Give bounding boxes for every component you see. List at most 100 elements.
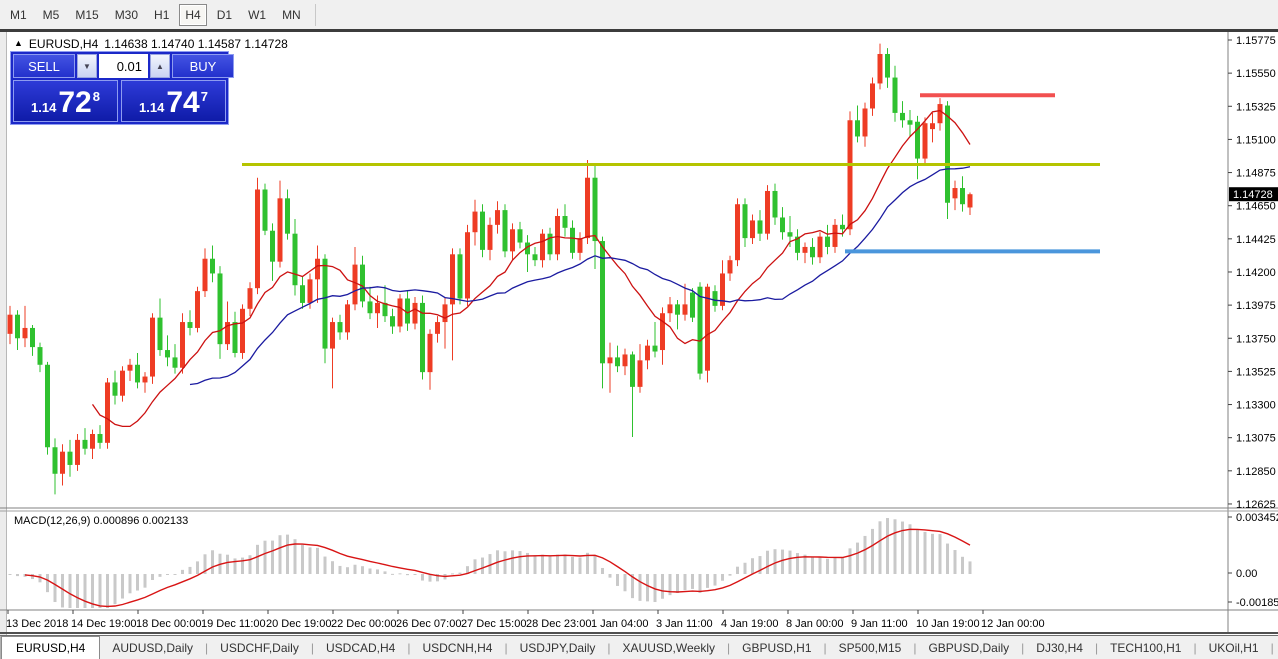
horizontal-lines-layer[interactable] bbox=[242, 93, 1100, 254]
svg-text:1.13525: 1.13525 bbox=[1236, 366, 1276, 378]
svg-text:27 Dec 15:00: 27 Dec 15:00 bbox=[461, 618, 526, 630]
svg-text:9 Jan 11:00: 9 Jan 11:00 bbox=[851, 618, 908, 630]
tab-separator: | bbox=[727, 640, 731, 655]
candles-layer bbox=[7, 43, 973, 495]
sell-price-main: 72 bbox=[58, 86, 92, 119]
timeframe-button-w1[interactable]: W1 bbox=[248, 7, 267, 22]
tab-separator: | bbox=[1270, 640, 1274, 655]
tab-separator: | bbox=[1193, 640, 1197, 655]
chart-tab-usdcad-h4[interactable]: USDCAD,H4 bbox=[325, 640, 396, 655]
chart-tab-u[interactable]: U bbox=[1274, 636, 1278, 659]
svg-text:0.003452: 0.003452 bbox=[1236, 512, 1278, 524]
svg-text:1.14200: 1.14200 bbox=[1236, 267, 1276, 279]
svg-text:18 Dec 00:00: 18 Dec 00:00 bbox=[136, 618, 201, 630]
tab-separator: | bbox=[913, 640, 917, 655]
svg-text:8 Jan 00:00: 8 Jan 00:00 bbox=[786, 618, 844, 630]
timeframe-button-d1[interactable]: D1 bbox=[216, 7, 233, 22]
buy-button[interactable]: BUY bbox=[172, 54, 234, 78]
svg-text:10 Jan 19:00: 10 Jan 19:00 bbox=[916, 618, 980, 630]
svg-text:14 Dec 19:00: 14 Dec 19:00 bbox=[71, 618, 136, 630]
svg-text:1.14875: 1.14875 bbox=[1236, 168, 1276, 180]
chart-tab-audusd-daily[interactable]: AUDUSD,Daily bbox=[112, 640, 194, 655]
svg-text:19 Dec 11:00: 19 Dec 11:00 bbox=[201, 618, 266, 630]
chart-tab-xauusd-weekly[interactable]: XAUUSD,Weekly bbox=[622, 640, 716, 655]
tab-separator: | bbox=[310, 640, 314, 655]
tab-separator: | bbox=[205, 640, 209, 655]
moving-averages-layer bbox=[91, 109, 971, 428]
svg-text:22 Dec 00:00: 22 Dec 00:00 bbox=[331, 618, 396, 630]
toolbar-group-separator bbox=[314, 3, 316, 26]
timeframe-button-m1[interactable]: M1 bbox=[10, 7, 27, 22]
symbol-tab-bar: EURUSD,H4 AUDUSD,Daily | USDCHF,Daily | USDCA… bbox=[0, 635, 1278, 659]
svg-text:3 Jan 11:00: 3 Jan 11:00 bbox=[656, 618, 713, 630]
sell-price-prefix: 1.14 bbox=[31, 100, 57, 115]
buy-quote-tile[interactable]: 1.14 74 7 bbox=[121, 80, 226, 122]
svg-text:1.14425: 1.14425 bbox=[1236, 234, 1276, 246]
svg-text:1.13075: 1.13075 bbox=[1236, 433, 1276, 445]
svg-text:1.15550: 1.15550 bbox=[1236, 68, 1276, 80]
lot-size-input[interactable] bbox=[99, 54, 148, 78]
svg-text:20 Dec 19:00: 20 Dec 19:00 bbox=[266, 618, 331, 630]
tab-bar-left-spacer bbox=[0, 636, 1, 659]
svg-text:1.15100: 1.15100 bbox=[1236, 134, 1276, 146]
panel-collapse-icon[interactable]: ▲ bbox=[14, 38, 23, 48]
svg-text:28 Dec 23:00: 28 Dec 23:00 bbox=[526, 618, 591, 630]
svg-text:12 Jan 00:00: 12 Jan 00:00 bbox=[981, 618, 1045, 630]
svg-text:1.13300: 1.13300 bbox=[1236, 400, 1276, 412]
tab-separator: | bbox=[407, 640, 411, 655]
svg-text:1.13750: 1.13750 bbox=[1236, 333, 1276, 345]
svg-text:1 Jan 04:00: 1 Jan 04:00 bbox=[591, 618, 649, 630]
tab-separator: | bbox=[607, 640, 611, 655]
svg-text:1.14650: 1.14650 bbox=[1236, 201, 1276, 213]
sell-price-pip: 8 bbox=[92, 89, 100, 104]
sell-quote-tile[interactable]: 1.14 72 8 bbox=[13, 80, 118, 122]
lot-increase-button[interactable]: ▲ bbox=[150, 54, 170, 78]
timeframe-button-m15[interactable]: M15 bbox=[75, 7, 99, 22]
chart-ohlc-values: 1.14638 1.14740 1.14587 1.14728 bbox=[104, 37, 288, 51]
svg-text:0.00: 0.00 bbox=[1236, 568, 1257, 580]
timeframe-button-h4[interactable]: H4 bbox=[179, 3, 207, 26]
chart-tab-usdjpy-daily[interactable]: USDJPY,Daily bbox=[519, 640, 596, 655]
lot-decrease-button[interactable]: ▼ bbox=[77, 54, 97, 78]
buy-price-pip: 7 bbox=[200, 89, 208, 104]
svg-text:1.15325: 1.15325 bbox=[1236, 101, 1276, 113]
svg-text:1.14728: 1.14728 bbox=[1233, 189, 1273, 201]
chart-tab-usdchf-daily[interactable]: USDCHF,Daily bbox=[220, 640, 299, 655]
svg-text:1.12625: 1.12625 bbox=[1236, 499, 1276, 511]
chart-tab-dj30-h4[interactable]: DJ30,H4 bbox=[1036, 640, 1083, 655]
macd-indicator-layer: MACD(12,26,9) 0.000896 0.002133 0.003452 0… bbox=[8, 512, 1278, 609]
svg-text:26 Dec 07:00: 26 Dec 07:00 bbox=[396, 618, 461, 630]
window-left-edge bbox=[0, 32, 7, 635]
timeframe-button-mn[interactable]: MN bbox=[282, 7, 301, 22]
timeframe-button-m5[interactable]: M5 bbox=[42, 7, 60, 22]
chart-tab-usdcnh-h4[interactable]: USDCNH,H4 bbox=[422, 640, 493, 655]
chart-tab-ukoil-h1[interactable]: UKOil,H1 bbox=[1208, 640, 1259, 655]
timeframe-toolbar: M1 M5 M15 M30 H1 H4 D1 W1 MN bbox=[0, 0, 1278, 29]
chart-tab-tech100-h1[interactable]: TECH100,H1 bbox=[1110, 640, 1182, 655]
chart-tab-sp500-m15[interactable]: SP500,M15 bbox=[838, 640, 902, 655]
timeframe-button-h1[interactable]: H1 bbox=[154, 7, 170, 22]
tab-separator: | bbox=[1021, 640, 1025, 655]
macd-label: MACD(12,26,9) 0.000896 0.002133 bbox=[14, 515, 188, 527]
chart-tab-gbpusd-h1[interactable]: GBPUSD,H1 bbox=[742, 640, 812, 655]
svg-text:1.13975: 1.13975 bbox=[1236, 300, 1276, 312]
tab-separator: | bbox=[504, 640, 508, 655]
timeframe-button-m30[interactable]: M30 bbox=[114, 7, 139, 22]
chart-symbol-label: EURUSD,H4 bbox=[28, 37, 99, 51]
chart-tab-eurusd-h4[interactable]: EURUSD,H4 bbox=[1, 636, 101, 659]
time-axis: 13 Dec 2018 14 Dec 19:00 18 Dec 00:00 19 De… bbox=[6, 610, 1045, 630]
price-axis: 1.15775 1.15550 1.15325 1.15100 1.14875 1.146… bbox=[1228, 35, 1278, 511]
svg-text:1.15775: 1.15775 bbox=[1236, 35, 1276, 47]
tab-separator: | bbox=[823, 640, 827, 655]
chart-title: ▲ EURUSD,H4 1.14638 1.14740 1.14587 1.14… bbox=[14, 37, 288, 51]
sell-button[interactable]: SELL bbox=[13, 54, 75, 78]
svg-text:4 Jan 19:00: 4 Jan 19:00 bbox=[721, 618, 779, 630]
toolbar-separator bbox=[0, 29, 1278, 32]
chart-tab-gbpusd-daily[interactable]: GBPUSD,Daily bbox=[928, 640, 1010, 655]
svg-text:1.12850: 1.12850 bbox=[1236, 466, 1276, 478]
buy-price-prefix: 1.14 bbox=[139, 100, 165, 115]
